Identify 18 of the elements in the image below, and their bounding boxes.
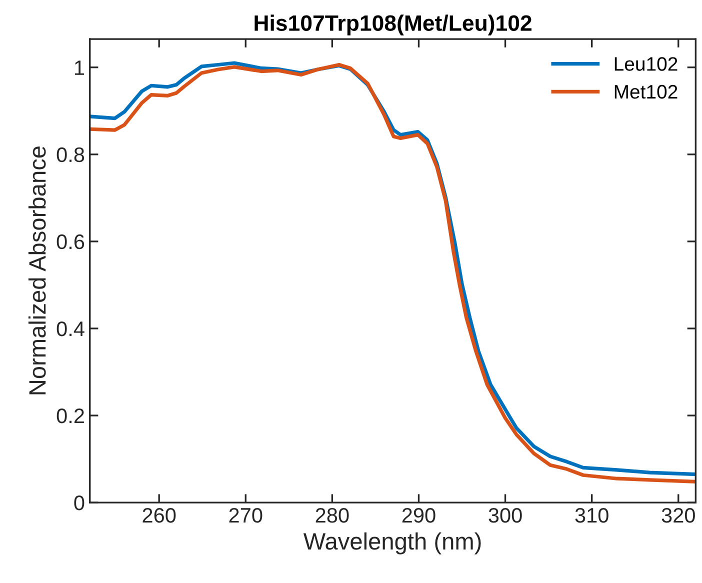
legend-label: Met102: [614, 84, 678, 99]
x-tick-label: 300: [488, 508, 522, 523]
y-tick-label: 0.8: [56, 147, 84, 162]
x-tick-label: 270: [229, 508, 262, 523]
x-tick-label: 280: [316, 508, 349, 523]
y-tick-label: 0.4: [56, 321, 84, 336]
x-tick-label: 310: [575, 508, 608, 523]
y-tick-label: 0.6: [56, 234, 84, 250]
x-axis-title: Wavelength (nm): [303, 532, 481, 554]
x-tick-label: 260: [142, 508, 176, 523]
y-tick-label: 0.2: [56, 408, 84, 424]
legend-label: Leu102: [614, 57, 678, 71]
chart-title: His107Trp108(Met/Leu)102: [254, 14, 532, 36]
y-tick-label: 1: [75, 60, 84, 75]
x-tick-label: 290: [402, 508, 436, 523]
y-axis-title: Normalized Absorbance: [28, 146, 46, 394]
x-tick-label: 320: [662, 508, 695, 523]
y-tick-label: 0: [74, 496, 84, 510]
